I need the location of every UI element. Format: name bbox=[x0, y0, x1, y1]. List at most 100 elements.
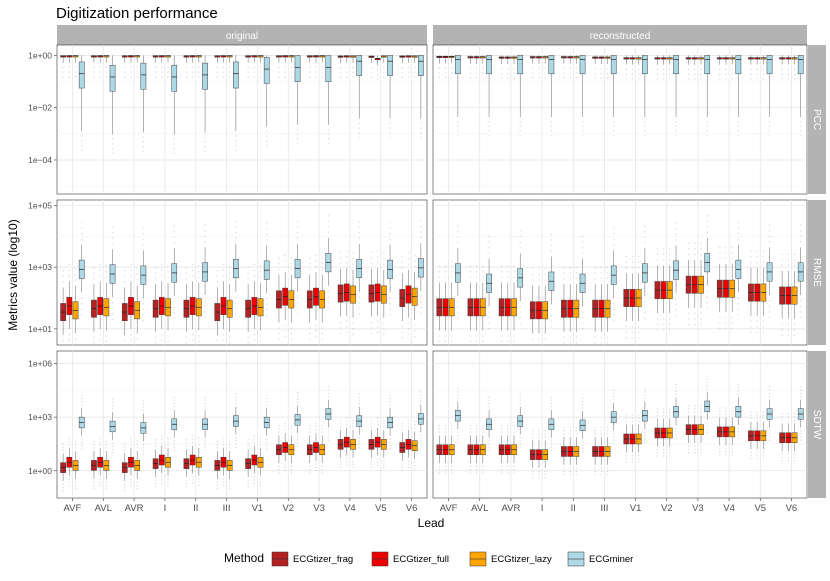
outlier-point bbox=[339, 321, 342, 323]
outlier-point bbox=[253, 435, 256, 437]
outlier-point bbox=[438, 340, 441, 343]
outlier-point bbox=[136, 66, 138, 69]
outlier-point bbox=[531, 436, 534, 438]
outlier-point bbox=[265, 139, 268, 142]
outlier-point bbox=[407, 466, 410, 469]
outlier-point bbox=[781, 416, 783, 418]
box-RMSE-original-AVL-ECGtizer_frag bbox=[91, 266, 97, 344]
outlier-point bbox=[482, 472, 484, 474]
outlier-point bbox=[142, 150, 145, 153]
outlier-point bbox=[606, 429, 609, 432]
box-PCC-reconstructed-V3-ECGtizer_frag bbox=[685, 55, 692, 80]
box-PCC-original-V3-ECGtizer_frag bbox=[306, 55, 313, 78]
outlier-point bbox=[389, 447, 391, 450]
outlier-point bbox=[352, 463, 354, 466]
outlier-point bbox=[284, 422, 286, 425]
outlier-point bbox=[259, 276, 262, 278]
outlier-point bbox=[123, 66, 126, 69]
outlier-point bbox=[538, 473, 540, 476]
outlier-point bbox=[450, 335, 453, 337]
outlier-point bbox=[750, 73, 752, 75]
box-RMSE-original-AVF-ECGtizer_frag bbox=[60, 269, 66, 342]
outlier-point bbox=[694, 323, 696, 326]
outlier-point bbox=[594, 72, 596, 75]
outlier-point bbox=[656, 247, 659, 250]
outlier-point bbox=[631, 420, 634, 423]
outlier-point bbox=[413, 76, 416, 78]
outlier-point bbox=[768, 389, 771, 391]
y-tick-label: 1e+01 bbox=[28, 324, 52, 334]
outlier-point bbox=[637, 78, 640, 80]
outlier-point bbox=[105, 440, 108, 443]
outlier-point bbox=[706, 428, 709, 431]
box-PCC-original-AVL-ECGtizer_full bbox=[97, 55, 103, 78]
outlier-point bbox=[346, 417, 348, 419]
box-SDTW-original-I-ECGminer bbox=[171, 396, 178, 452]
outlier-point bbox=[550, 440, 553, 442]
outlier-point bbox=[718, 246, 721, 249]
box-PCC-original-AVR-ECGtizer_lazy bbox=[134, 55, 141, 78]
outlier-point bbox=[253, 339, 256, 342]
outlier-point bbox=[352, 252, 354, 254]
outlier-point bbox=[637, 325, 640, 328]
box-PCC-reconstructed-I-ECGtizer_frag bbox=[529, 55, 536, 79]
box-RMSE-reconstructed-AVF-ECGtizer_lazy bbox=[448, 265, 455, 343]
outlier-point bbox=[130, 75, 132, 78]
outlier-point bbox=[563, 429, 565, 432]
outlier-point bbox=[550, 134, 553, 137]
outlier-point bbox=[793, 416, 796, 418]
outlier-point bbox=[725, 316, 727, 319]
box-RMSE-reconstructed-III-ECGtizer_frag bbox=[592, 266, 598, 344]
box-PCC-reconstructed-V5-ECGtizer_lazy bbox=[760, 55, 767, 80]
outlier-point bbox=[161, 263, 163, 266]
outlier-point bbox=[216, 443, 219, 446]
box-RMSE-original-I-ECGtizer_frag bbox=[152, 266, 159, 344]
outlier-point bbox=[105, 335, 108, 337]
outlier-point bbox=[346, 255, 348, 258]
outlier-point bbox=[352, 327, 354, 330]
outlier-point bbox=[339, 262, 342, 265]
outlier-point bbox=[513, 472, 515, 474]
outlier-point bbox=[284, 330, 286, 332]
outlier-point bbox=[637, 68, 640, 71]
outlier-point bbox=[173, 143, 176, 145]
outlier-point bbox=[581, 447, 584, 450]
outlier-point bbox=[563, 266, 565, 269]
outlier-point bbox=[161, 339, 163, 342]
outlier-point bbox=[507, 431, 509, 434]
outlier-point bbox=[420, 394, 422, 396]
outlier-point bbox=[204, 310, 206, 313]
outlier-point bbox=[631, 337, 634, 339]
outlier-point bbox=[142, 319, 145, 322]
outlier-point bbox=[123, 76, 126, 78]
outlier-point bbox=[519, 235, 522, 238]
box-SDTW-original-AVL-ECGminer bbox=[109, 398, 116, 454]
outlier-point bbox=[656, 259, 659, 261]
outlier-point bbox=[756, 417, 758, 420]
outlier-point bbox=[204, 440, 206, 442]
x-tick-label-V3: V3 bbox=[313, 503, 325, 514]
outlier-point bbox=[130, 71, 132, 73]
outlier-point bbox=[204, 402, 206, 405]
outlier-point bbox=[407, 76, 410, 78]
outlier-point bbox=[444, 265, 447, 267]
outlier-point bbox=[265, 404, 268, 406]
outlier-point bbox=[315, 466, 317, 469]
outlier-point bbox=[488, 440, 490, 442]
x-tick-label-AVR: AVR bbox=[501, 503, 520, 514]
outlier-point bbox=[315, 75, 317, 78]
outlier-point bbox=[284, 265, 286, 268]
outlier-point bbox=[265, 135, 268, 137]
outlier-point bbox=[401, 71, 404, 74]
outlier-point bbox=[644, 437, 646, 440]
box-SDTW-reconstructed-AVF-ECGtizer_lazy bbox=[448, 424, 455, 474]
box-RMSE-original-AVF-ECGtizer_lazy bbox=[72, 268, 79, 340]
box-PCC-reconstructed-III-ECGtizer_full bbox=[598, 55, 605, 79]
outlier-point bbox=[625, 261, 628, 264]
outlier-point bbox=[787, 253, 790, 256]
outlier-point bbox=[247, 272, 249, 274]
outlier-point bbox=[513, 77, 515, 79]
outlier-point bbox=[130, 263, 132, 266]
outlier-point bbox=[500, 340, 503, 343]
outlier-point bbox=[154, 479, 157, 482]
